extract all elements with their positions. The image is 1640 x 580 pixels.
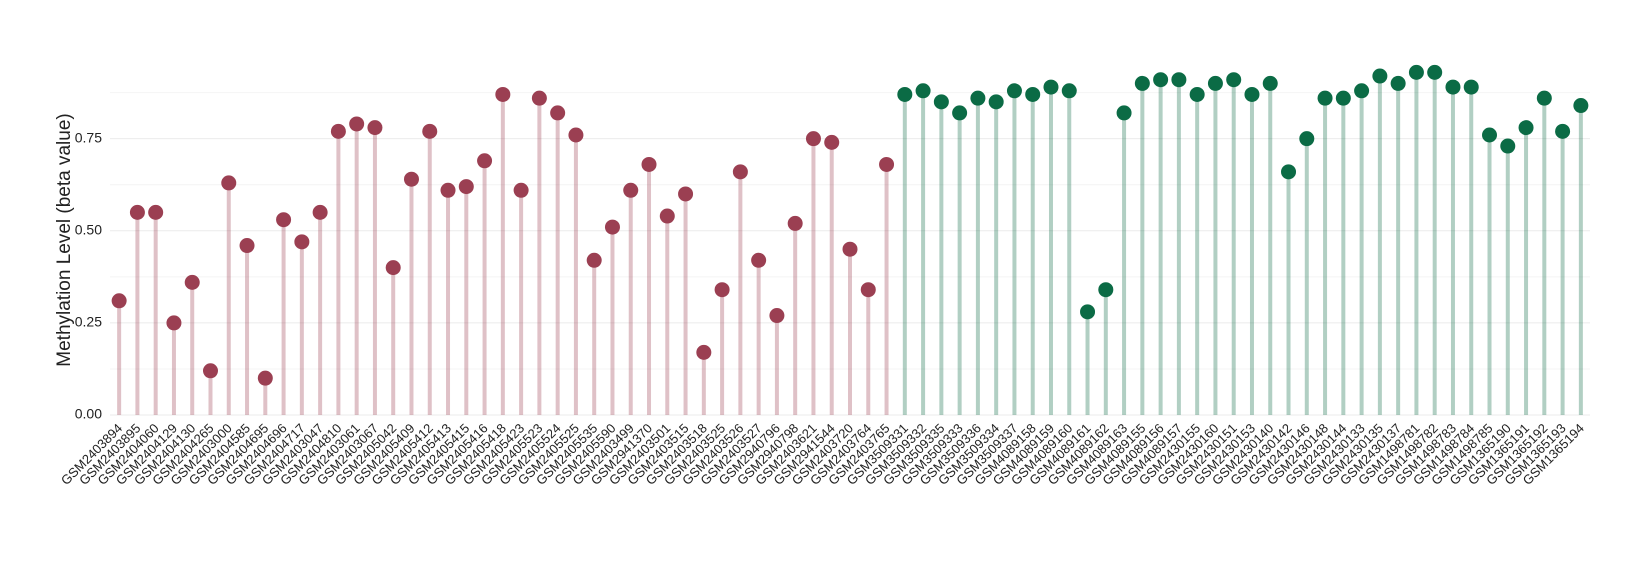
dot — [641, 156, 657, 172]
dot — [1006, 83, 1022, 99]
dot — [440, 182, 456, 198]
dot — [678, 186, 694, 202]
dot — [1335, 90, 1351, 106]
dot — [513, 182, 529, 198]
dot — [403, 171, 419, 187]
dot — [294, 234, 310, 250]
dot — [1372, 68, 1388, 84]
dot — [458, 179, 474, 195]
dot — [805, 131, 821, 147]
y-tick-label: 0.75 — [75, 129, 102, 145]
dot — [385, 260, 401, 276]
dot — [1482, 127, 1498, 143]
dot — [349, 116, 365, 132]
dot — [1244, 86, 1260, 102]
dot — [1317, 90, 1333, 106]
dot — [367, 120, 383, 136]
dot — [1573, 98, 1589, 114]
dot — [897, 86, 913, 102]
dot — [495, 86, 511, 102]
dot — [1427, 64, 1443, 80]
dot — [276, 212, 292, 228]
y-axis-label: Methylation Level (beta value) — [54, 113, 75, 366]
dot — [1134, 75, 1150, 91]
dot — [1098, 282, 1114, 298]
dot — [257, 370, 273, 386]
dot — [1299, 131, 1315, 147]
dot — [422, 123, 438, 139]
dot — [769, 308, 785, 324]
dot — [732, 164, 748, 180]
dot — [1281, 164, 1297, 180]
dot — [550, 105, 566, 121]
dot — [148, 204, 164, 220]
dot — [1390, 75, 1406, 91]
dot — [1408, 64, 1424, 80]
dot — [202, 363, 218, 379]
dot — [1153, 72, 1169, 88]
dot — [1555, 123, 1571, 139]
y-tick-label: 0.00 — [75, 406, 102, 422]
dot — [568, 127, 584, 143]
dot — [221, 175, 237, 191]
dot — [696, 344, 712, 360]
y-tick-label: 0.25 — [75, 314, 102, 330]
dot — [477, 153, 493, 169]
dot — [1043, 79, 1059, 95]
dot — [1116, 105, 1132, 121]
dot — [531, 90, 547, 106]
dot — [1518, 120, 1534, 136]
dot — [330, 123, 346, 139]
dot — [1500, 138, 1516, 154]
dot — [714, 282, 730, 298]
dot — [659, 208, 675, 224]
dot — [970, 90, 986, 106]
dot — [1226, 72, 1242, 88]
dot — [751, 252, 767, 268]
dot — [1171, 72, 1187, 88]
dot — [1262, 75, 1278, 91]
dot — [623, 182, 639, 198]
dot — [586, 252, 602, 268]
dot — [988, 94, 1004, 110]
dot — [915, 83, 931, 99]
dot — [787, 215, 803, 231]
dot — [604, 219, 620, 235]
dot — [933, 94, 949, 110]
dot — [111, 293, 127, 309]
dot — [1189, 86, 1205, 102]
dot — [1207, 75, 1223, 91]
dot — [1536, 90, 1552, 106]
dot — [1354, 83, 1370, 99]
dot — [1445, 79, 1461, 95]
dot — [879, 156, 895, 172]
dot — [1463, 79, 1479, 95]
dot — [184, 274, 200, 290]
dot — [166, 315, 182, 331]
dot — [312, 204, 328, 220]
dot — [239, 238, 255, 254]
dot — [1080, 304, 1096, 320]
y-tick-label: 0.50 — [75, 221, 102, 237]
dot — [824, 134, 840, 150]
dot — [860, 282, 876, 298]
dot — [1025, 86, 1041, 102]
dot — [842, 241, 858, 257]
dot — [129, 204, 145, 220]
dot — [1061, 83, 1077, 99]
dot — [952, 105, 968, 121]
